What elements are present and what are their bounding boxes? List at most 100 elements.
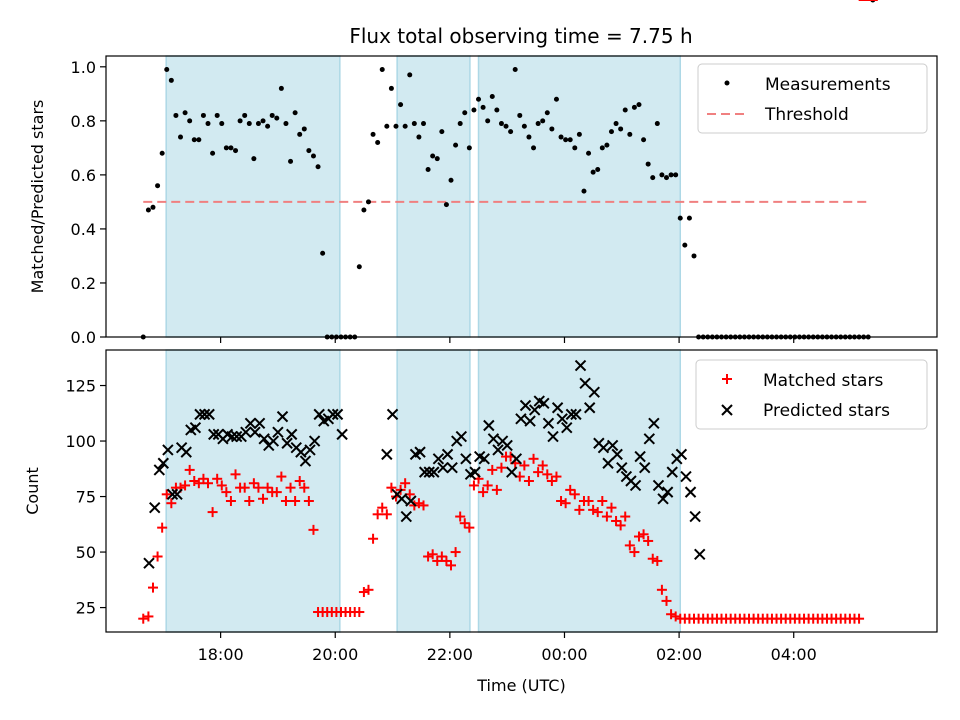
matched-point (248, 478, 259, 489)
observing-interval-2 (477, 349, 681, 633)
matched-point (161, 489, 172, 500)
cross-b (680, 470, 692, 483)
cross-b (299, 455, 312, 467)
measurement-point (622, 107, 628, 113)
matched-point (290, 495, 301, 506)
y-tick-label: 75 (76, 488, 96, 507)
measurement-point (306, 148, 312, 154)
measurement-point (292, 110, 298, 116)
cross-b (418, 466, 431, 478)
cross-b (166, 488, 179, 501)
matched-point (180, 480, 191, 491)
measurement-point (558, 134, 564, 140)
cross-b (313, 408, 325, 421)
predicted-point (583, 402, 596, 414)
predicted-point (208, 428, 220, 441)
predicted-star-points (143, 359, 706, 569)
cross-b (194, 408, 206, 421)
predicted-point (308, 435, 321, 447)
measurement-point (191, 137, 197, 143)
cross-b (189, 422, 202, 434)
matched-point (647, 553, 658, 564)
measurement-point (214, 112, 220, 118)
cross-b (648, 417, 660, 429)
predicted-point (616, 461, 628, 474)
measurement-point (563, 137, 569, 143)
measurement-point (526, 134, 532, 140)
predicted-point (153, 464, 166, 476)
matched-point (551, 471, 562, 482)
matched-point (629, 547, 640, 558)
matched-point (436, 551, 447, 562)
predicted-point (189, 422, 202, 434)
x-tick-label: 02:00 (656, 645, 702, 664)
measurement-point (246, 121, 252, 127)
predicted-point (267, 435, 280, 447)
cross-b (171, 488, 183, 501)
y-tick-label: 0.2 (71, 274, 96, 293)
cross-b (483, 419, 495, 432)
chart-title: Flux total observing time = 7.75 h (349, 24, 692, 48)
predicted-point (386, 408, 399, 421)
cross-b (460, 453, 472, 465)
cross-b (551, 402, 564, 414)
cross-b (588, 386, 600, 398)
measurement-point (576, 131, 582, 137)
measurement-point (228, 145, 234, 151)
matched-point (633, 531, 644, 542)
top-panel: 0.0 0.2 0.4 0.6 0.8 1.0 Matched/Predicted sta… (28, 0, 938, 347)
cross-b (386, 408, 399, 421)
matched-point (450, 547, 461, 558)
matched-point (666, 609, 677, 620)
matched-point (592, 507, 603, 518)
matched-point (583, 495, 594, 506)
cross-b (611, 448, 623, 461)
measurement-point (434, 156, 440, 162)
matched-point (670, 611, 681, 622)
predicted-point (639, 461, 651, 474)
measurement-point (613, 121, 619, 127)
cross-b (396, 493, 408, 505)
cross-b (565, 408, 578, 421)
predicted-point (437, 461, 449, 474)
measurement-point (627, 131, 633, 137)
matched-point (588, 504, 599, 515)
predicted-point (652, 479, 665, 492)
matched-point (221, 487, 232, 498)
measurement-point (200, 112, 206, 118)
predicted-point (661, 486, 674, 498)
matched-point (537, 460, 548, 471)
predicted-point (423, 466, 435, 478)
measurement-point (255, 121, 261, 127)
cross-b (634, 450, 646, 463)
measurement-point (595, 166, 601, 172)
predicted-point (381, 448, 393, 461)
matched-point (271, 487, 282, 498)
cross-b (276, 410, 289, 423)
bottom-observing-intervals (165, 349, 681, 633)
measurement-point (618, 126, 624, 132)
measurement-point (457, 121, 463, 127)
measurement-point (480, 104, 486, 110)
y-tick-label: 0.8 (71, 112, 96, 131)
cross-b (721, 404, 733, 416)
measurement-point (310, 153, 316, 159)
measurement-point (301, 126, 307, 132)
measurement-point (531, 145, 537, 151)
predicted-point (680, 470, 692, 483)
measurement-point (682, 242, 688, 248)
measurement-point (549, 126, 555, 132)
matched-point (423, 551, 434, 562)
matched-point (574, 504, 585, 515)
matched-point (203, 478, 214, 489)
measurement-point (233, 148, 239, 154)
matched-point (652, 555, 663, 566)
matched-point (276, 471, 287, 482)
cross-b (542, 417, 555, 429)
measurement-point (384, 123, 390, 129)
predicted-point (579, 377, 591, 390)
measurement-point (411, 121, 417, 127)
measurement-point (168, 77, 174, 83)
measurement-point (567, 137, 573, 143)
matched-point (253, 482, 264, 493)
